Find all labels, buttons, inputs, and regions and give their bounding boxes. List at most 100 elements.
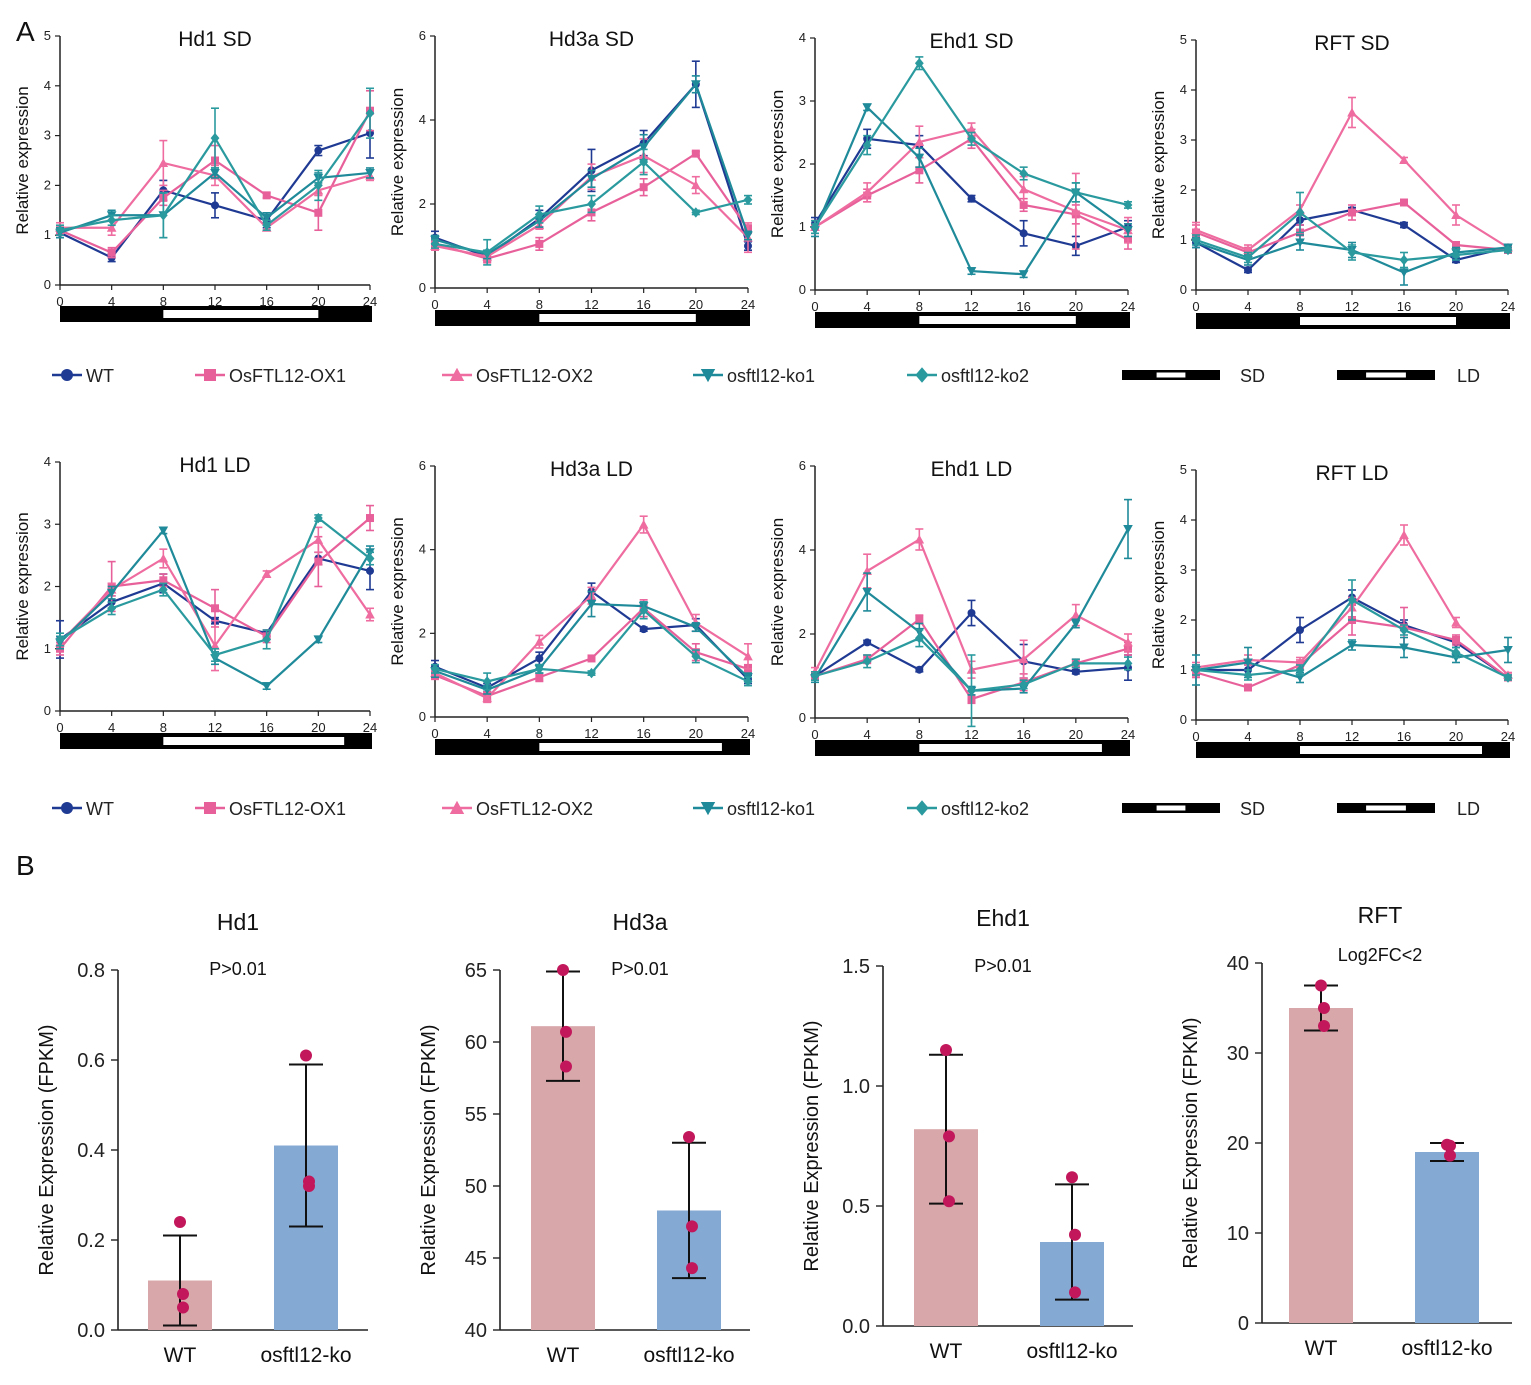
- legend-item-ox1: OsFTL12-OX1: [195, 366, 346, 386]
- x-tick-label: 12: [1345, 729, 1359, 744]
- data-point: [365, 553, 375, 564]
- data-point: [914, 534, 925, 544]
- x-tick-label: 16: [1397, 729, 1411, 744]
- series-ox2: [810, 122, 1133, 250]
- data-point: [691, 623, 701, 632]
- significance-annotation: P>0.01: [974, 956, 1032, 976]
- data-point: [587, 667, 596, 679]
- data-point: [914, 633, 924, 644]
- data-point: [967, 609, 976, 617]
- legend-label: osftl12-ko2: [941, 799, 1029, 819]
- data-point: [1400, 221, 1408, 229]
- y-tick-label: 55: [465, 1104, 487, 1126]
- legend-marker: [700, 802, 716, 816]
- x-tick-label: 0: [56, 720, 63, 735]
- chart-title: Hd3a LD: [550, 458, 633, 481]
- y-tick-label: 4: [1180, 512, 1187, 527]
- data-point: [966, 267, 977, 276]
- bar-group-wt: WT: [914, 1044, 978, 1363]
- data-point: [1243, 669, 1253, 681]
- chart-title: Hd1: [217, 909, 259, 935]
- x-tick-label: 20: [311, 294, 325, 309]
- x-tick-label: WT: [930, 1340, 963, 1363]
- y-tick-label: 1: [1180, 232, 1187, 247]
- chart-title: Ehd1 LD: [931, 458, 1013, 481]
- series-ko2: [55, 512, 375, 663]
- x-tick-label: 4: [484, 726, 491, 741]
- legend-label: OsFTL12-OX1: [229, 799, 346, 819]
- data-point: [1399, 624, 1409, 636]
- data-point: [743, 676, 753, 687]
- x-tick-label: 24: [1501, 729, 1515, 744]
- data-point: [1399, 268, 1409, 278]
- y-tick-label: 3: [44, 128, 51, 143]
- replicate-point: [177, 1301, 189, 1314]
- data-point: [158, 210, 168, 221]
- data-point: [210, 168, 220, 178]
- legend-marker: [915, 800, 929, 816]
- x-tick-label: 8: [536, 297, 543, 312]
- y-tick-label: 0.2: [77, 1230, 105, 1252]
- data-point: [430, 238, 440, 250]
- legend-label: SD: [1240, 799, 1265, 819]
- data-point: [691, 80, 701, 90]
- y-tick-label: 4: [1180, 82, 1187, 97]
- significance-annotation: P>0.01: [209, 959, 267, 979]
- chart-title: Ehd1 SD: [929, 30, 1013, 53]
- legend-label: osftl12-ko1: [727, 366, 815, 386]
- y-axis-label: Relative Expression (FPKM): [801, 1020, 823, 1271]
- data-point: [430, 663, 440, 675]
- data-point: [1348, 208, 1356, 217]
- series-ko2: [810, 628, 1133, 728]
- replicate-point: [177, 1288, 189, 1300]
- y-tick-label: 2: [799, 626, 806, 641]
- photoperiod-light: [1366, 805, 1406, 811]
- data-point: [314, 208, 323, 217]
- bar-group-wt: WT: [148, 1216, 212, 1367]
- data-point: [915, 166, 924, 175]
- x-tick-label: osftl12-ko: [1401, 1337, 1492, 1360]
- y-tick-label: 4: [44, 78, 51, 93]
- y-tick-label: 5: [1180, 462, 1187, 477]
- x-tick-label: 12: [964, 299, 978, 314]
- series-ko2: [430, 148, 753, 266]
- legend-label: WT: [86, 366, 114, 386]
- series-ko2: [810, 56, 1133, 235]
- replicate-point: [557, 964, 569, 976]
- bar-chart-hd1-fpkm: 0.0 0.2 0.4 0.6 0.8 Hd1 P>0.01 Relative Express…: [36, 909, 368, 1367]
- replicate-point: [1066, 1171, 1078, 1184]
- y-tick-label: 1: [44, 227, 51, 242]
- x-tick-label: 0: [56, 294, 63, 309]
- x-tick-label: 0: [1192, 729, 1199, 744]
- data-point: [1191, 234, 1201, 246]
- data-point: [966, 124, 977, 134]
- replicate-point: [1069, 1286, 1081, 1299]
- bar: [1289, 1008, 1353, 1323]
- x-tick-label: 20: [1449, 729, 1463, 744]
- light-period-bar: [539, 743, 722, 751]
- y-tick-label: 4: [799, 30, 806, 45]
- data-point: [1503, 646, 1513, 655]
- data-point: [967, 133, 976, 144]
- data-point: [638, 143, 649, 153]
- data-point: [366, 514, 374, 523]
- data-point: [967, 194, 976, 203]
- replicate-point: [943, 1195, 955, 1208]
- bar-chart-hd3a-fpkm: 40 45 50 55 60 65 Hd3a P>0.01 Relative Expressio…: [418, 909, 750, 1367]
- data-point: [1018, 270, 1029, 280]
- data-point: [314, 557, 323, 566]
- data-point: [810, 221, 820, 233]
- legend-label: LD: [1457, 366, 1480, 386]
- replicate-point: [1315, 979, 1327, 992]
- x-tick-label: 8: [160, 720, 167, 735]
- replicate-point: [940, 1044, 952, 1056]
- data-point: [1451, 617, 1461, 627]
- data-point: [1503, 672, 1513, 683]
- data-point: [1347, 594, 1357, 606]
- data-point: [810, 670, 820, 682]
- x-tick-label: 20: [311, 720, 325, 735]
- x-tick-label: 8: [1296, 729, 1303, 744]
- legend-label: SD: [1240, 366, 1265, 386]
